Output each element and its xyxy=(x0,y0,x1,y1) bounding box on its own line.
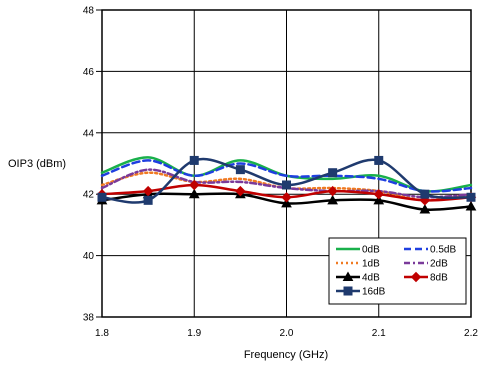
data-point-16dB xyxy=(189,155,199,165)
data-point-8dB xyxy=(281,192,292,203)
data-point-16dB xyxy=(143,195,153,205)
x-axis-title: Frequency (GHz) xyxy=(244,349,328,361)
data-point-16dB xyxy=(420,189,430,199)
x-tick-label: 2.2 xyxy=(464,328,478,339)
data-point-8dB xyxy=(235,185,246,197)
plot-area-frame xyxy=(101,9,472,318)
series-16dB xyxy=(97,155,476,205)
data-point-16dB xyxy=(282,180,291,190)
series-line-0.5dB xyxy=(100,159,473,193)
y-tick-label: 42 xyxy=(83,190,95,201)
x-tick-label: 2.0 xyxy=(280,328,294,339)
series-layer xyxy=(96,155,477,214)
data-point-8dB xyxy=(373,188,384,200)
legend: 0dB 0.5dB 1dB 2dB 4dB 8dB 16dB xyxy=(328,237,467,305)
x-tick-label: 1.8 xyxy=(95,328,109,339)
y-tick-label: 46 xyxy=(83,67,95,78)
x-tick-label: 1.9 xyxy=(187,328,201,339)
data-point-16dB xyxy=(328,168,338,178)
legend-label-1dB: 1dB xyxy=(362,259,380,270)
data-point-8dB xyxy=(142,185,154,197)
data-point-16dB xyxy=(374,155,384,165)
data-point-16dB xyxy=(235,165,245,175)
data-point-4dB xyxy=(281,197,292,208)
data-point-8dB xyxy=(189,179,200,191)
x-tick-label: 2.1 xyxy=(372,328,386,339)
series-0.5dB xyxy=(100,159,473,193)
y-axis-title: OIP3 (dBm) xyxy=(8,158,66,170)
series-4dB xyxy=(96,188,477,214)
legend-label-0dB: 0dB xyxy=(362,245,380,256)
data-point-4dB xyxy=(373,194,385,205)
legend-marker-16dB xyxy=(343,286,353,296)
legend-marker-8dB xyxy=(410,271,422,283)
legend-label-0.5dB: 0.5dB xyxy=(430,245,456,256)
data-point-4dB xyxy=(419,204,431,214)
y-tick-label: 40 xyxy=(83,251,95,262)
data-point-16dB xyxy=(97,192,107,202)
legend-label-2dB: 2dB xyxy=(430,259,448,270)
y-tick-label: 44 xyxy=(83,128,95,139)
data-point-8dB xyxy=(327,185,338,197)
y-tick-label: 48 xyxy=(83,6,95,17)
legend-marker-4dB xyxy=(342,271,354,281)
data-point-4dB xyxy=(465,200,477,211)
y-tick-label: 38 xyxy=(83,313,95,324)
axis-ticks: 1.8 1.9 2.0 2.1 2.2 38 40 42 44 46 48 xyxy=(83,6,479,340)
data-point-4dB xyxy=(188,188,200,199)
legend-label-16dB: 16dB xyxy=(362,287,386,298)
data-point-16dB xyxy=(466,192,476,202)
legend-label-8dB: 8dB xyxy=(430,273,448,284)
data-point-4dB xyxy=(327,194,338,205)
legend-label-4dB: 4dB xyxy=(362,273,380,284)
